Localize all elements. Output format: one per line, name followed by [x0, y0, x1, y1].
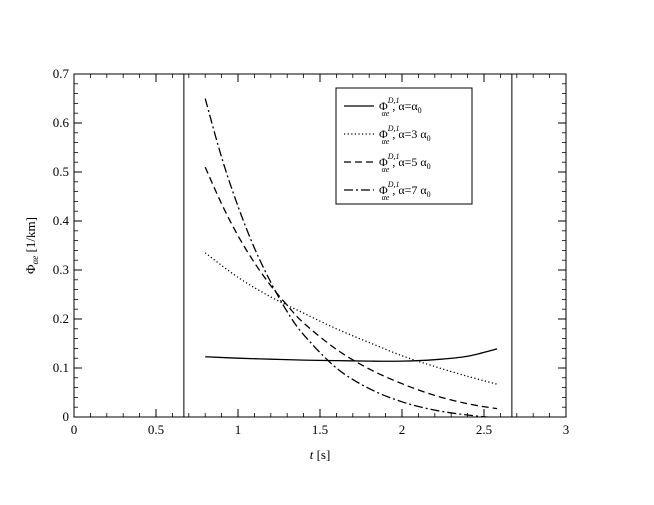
series-line-2	[204, 252, 498, 385]
legend-symbol: Φ	[379, 183, 388, 197]
legend-entry-3: ΦD,1 αe , α=5 α0	[379, 152, 431, 174]
x-axis-unit: [s]	[313, 447, 330, 462]
legend-sup: D,1	[387, 96, 400, 105]
legend-condition-sub: 0	[427, 162, 431, 171]
x-tick-label: 2	[399, 422, 406, 437]
legend-condition-sub: 0	[418, 106, 422, 115]
x-tick-label: 3	[563, 422, 570, 437]
legend-symbol: Φ	[379, 155, 388, 169]
legend-sub: αe	[382, 165, 390, 174]
y-axis-unit: [1/km]	[23, 217, 38, 256]
x-tick-label: 1	[235, 422, 242, 437]
series-line-4	[204, 98, 494, 417]
y-tick-label: 0.5	[53, 164, 69, 179]
legend-sub: αe	[382, 137, 390, 146]
x-axis-symbol: t	[310, 447, 314, 462]
y-tick-label: 0.3	[53, 262, 69, 277]
legend-sup: D,1	[387, 152, 400, 161]
y-axis-symbol: Φ	[23, 264, 38, 274]
legend-condition-sub: 0	[427, 134, 431, 143]
series-line-1	[205, 348, 498, 362]
legend-sup: D,1	[387, 124, 400, 133]
y-tick-label: 0	[63, 409, 70, 424]
x-tick-label: 0	[71, 422, 78, 437]
legend-box	[335, 87, 473, 205]
plot-frame	[73, 73, 567, 418]
legend-symbol: Φ	[379, 99, 388, 113]
legend-sub: αe	[382, 193, 390, 202]
x-axis-label: t [s]	[310, 447, 331, 462]
legend-sup: D,1	[387, 180, 400, 189]
legend-condition-sub: 0	[427, 190, 431, 199]
y-tick-label: 0.7	[53, 66, 70, 81]
legend-entry-2: ΦD,1 αe , α=3 α0	[379, 124, 431, 146]
legend-entry-1: ΦD,1 αe , α=α0	[379, 96, 422, 118]
x-tick-label: 0.5	[148, 422, 164, 437]
legend-symbol: Φ	[379, 127, 388, 141]
legend-condition: , α=5 α	[389, 155, 427, 169]
plot-area: 0 0.5 1 1.5 2 2.5 3 0 0.1 0.2 0.3 0.4 0.5 0.6 0.7 t [s]…	[23, 66, 569, 462]
y-tick-label: 0.1	[53, 360, 69, 375]
series-line-3	[204, 166, 498, 410]
y-tick-label: 0.6	[53, 115, 70, 130]
legend-condition: , α=α	[389, 99, 418, 113]
y-axis-sub: αe	[30, 256, 40, 265]
y-tick-label: 0.4	[53, 213, 70, 228]
y-tick-label: 0.2	[53, 311, 69, 326]
y-axis-label: Φαe [1/km]	[23, 217, 40, 274]
legend-entry-4: ΦD,1 αe , α=7 α0	[379, 180, 431, 202]
legend-condition: , α=7 α	[389, 183, 427, 197]
x-tick-label: 2.5	[476, 422, 492, 437]
x-tick-label: 1.5	[312, 422, 328, 437]
legend-condition: , α=3 α	[389, 127, 427, 141]
legend-sub: αe	[382, 109, 390, 118]
